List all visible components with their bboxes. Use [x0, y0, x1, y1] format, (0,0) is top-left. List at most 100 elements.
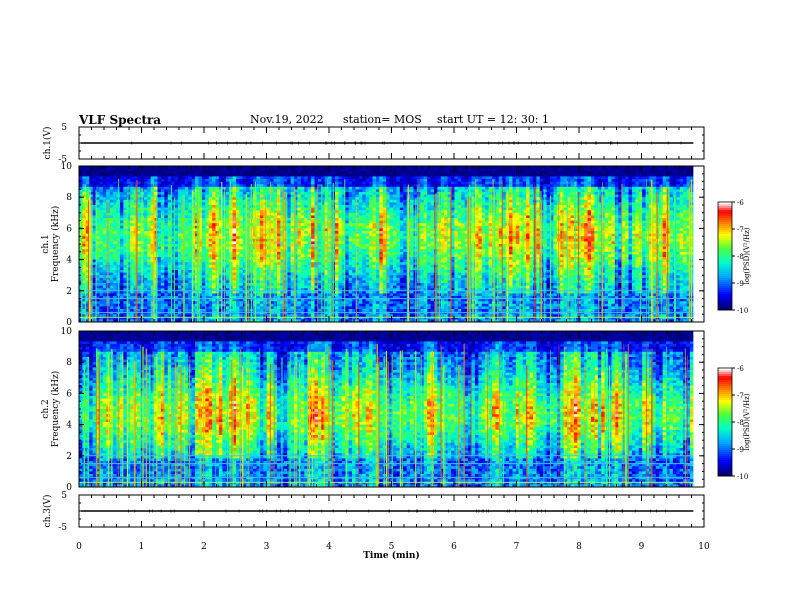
- ch1_spectrogram-pixel: [314, 171, 319, 175]
- ch1_spectrogram-pixel: [256, 236, 261, 240]
- ch1_spectrogram-pixel: [102, 207, 107, 211]
- ch1_spectrogram-pixel: [324, 210, 329, 214]
- ch1_spectrogram-pixel: [270, 228, 274, 232]
- ch1_spectrogram-pixel: [143, 264, 148, 268]
- ch1_spectrogram-pixel: [341, 270, 346, 273]
- ch1_spectrogram-pixel: [89, 194, 94, 198]
- ch1_spectrogram-pixel: [102, 272, 107, 276]
- ch1_spectrogram-pixel: [300, 309, 305, 312]
- ch1_spectrogram-pixel: [311, 254, 315, 258]
- ch1_spectrogram-pixel: [137, 309, 141, 312]
- ch1_spectrogram-pixel: [102, 264, 107, 268]
- ch1_spectrogram-pixel: [79, 210, 83, 214]
- ch1_spectrogram-pixel: [222, 181, 227, 185]
- ch1_spectrogram-pixel: [314, 205, 319, 208]
- ch1_spectrogram-pixel: [290, 251, 295, 255]
- ch1_spectrogram-pixel: [177, 314, 182, 318]
- ch1_spectrogram-pixel: [276, 207, 281, 211]
- ch1_spectrogram-pixel: [147, 231, 152, 234]
- ch1_spectrogram-pixel: [143, 194, 148, 198]
- ch1_spectrogram-pixel: [208, 225, 213, 229]
- ch1_spectrogram-pixel: [218, 244, 223, 247]
- ch1_spectrogram-pixel: [157, 283, 162, 286]
- ch1_spectrogram-pixel: [280, 223, 285, 227]
- ch1_spectrogram-pixel: [147, 181, 152, 185]
- ch1_spectrogram-pixel: [239, 231, 244, 234]
- ch1_spectrogram-pixel: [273, 231, 278, 234]
- ch1_spectrogram-pixel: [229, 189, 233, 193]
- ch1_spectrogram-pixel: [352, 186, 356, 190]
- date-label: Nov.19, 2022: [250, 113, 324, 126]
- ch1_spectrogram-pixel: [188, 316, 193, 320]
- ch1_spectrogram-pixel: [109, 285, 114, 289]
- ch1_spectrogram-pixel: [198, 309, 203, 312]
- ch1_spectrogram-pixel: [229, 303, 233, 307]
- ch1_spectrogram-pixel: [191, 270, 196, 273]
- ch1_spectrogram-pixel: [174, 264, 179, 268]
- ch1_spectrogram-pixel: [218, 262, 223, 266]
- ch1_spectrogram-pixel: [89, 168, 94, 172]
- ch1_spectrogram-pixel: [157, 202, 162, 206]
- ch1_spectrogram-pixel: [85, 267, 90, 271]
- ch1_spectrogram-pixel: [133, 296, 138, 299]
- ch1_spectrogram-pixel: [137, 296, 141, 299]
- ch1_spectrogram-pixel: [212, 173, 216, 177]
- ch1_spectrogram-pixel: [294, 173, 298, 177]
- ch1_spectrogram-pixel: [259, 251, 264, 255]
- ch1_spectrogram-pixel: [236, 184, 240, 188]
- ch1_spectrogram-pixel: [304, 277, 309, 281]
- ch1_spectrogram-pixel: [188, 290, 193, 294]
- ch1_spectrogram-pixel: [287, 173, 292, 177]
- ch1_spectrogram-pixel: [167, 293, 172, 297]
- ch1_spectrogram-pixel: [300, 186, 305, 190]
- ch1_spectrogram-pixel: [232, 236, 237, 240]
- ch1_spectrogram-pixel: [143, 275, 148, 279]
- ch1_spectrogram-pixel: [157, 275, 162, 279]
- ch1_spectrogram-pixel: [222, 179, 227, 182]
- ch1_spectrogram-pixel: [109, 218, 114, 221]
- ch1_spectrogram-pixel: [82, 225, 87, 229]
- ch1_spectrogram-pixel: [229, 194, 233, 198]
- ch1_spectrogram-pixel: [256, 306, 261, 310]
- ch1_spectrogram-pixel: [96, 184, 100, 188]
- ch1_spectrogram-pixel: [317, 171, 322, 175]
- ch1_spectrogram-pixel: [334, 225, 339, 229]
- ch1_spectrogram-pixel: [311, 189, 315, 193]
- ch1_spectrogram-pixel: [334, 236, 339, 240]
- ch1_spectrogram-pixel: [150, 233, 155, 237]
- ch1_spectrogram-pixel: [171, 194, 175, 198]
- ch1_spectrogram-pixel: [102, 197, 107, 201]
- ch1_spectrogram-pixel: [147, 293, 152, 297]
- ch1_spectrogram-pixel: [82, 272, 87, 276]
- ch1_spectrogram-pixel: [294, 184, 298, 188]
- ch1_spectrogram-pixel: [249, 173, 254, 177]
- ch1_spectrogram-pixel: [229, 173, 233, 177]
- ch1_spectrogram-pixel: [297, 189, 302, 193]
- ch1_spectrogram-pixel: [297, 275, 302, 279]
- ch1_spectrogram-pixel: [352, 314, 356, 318]
- ch1_spectrogram-pixel: [205, 316, 210, 320]
- ch1_spectrogram-pixel: [273, 228, 278, 232]
- ch1_spectrogram-pixel: [334, 298, 339, 302]
- ch1_spectrogram-pixel: [150, 176, 155, 180]
- ch1_spectrogram-pixel: [348, 223, 353, 227]
- ch1_spectrogram-pixel: [119, 259, 124, 263]
- ch1_spectrogram-pixel: [239, 296, 244, 299]
- ch1_spectrogram-pixel: [311, 197, 315, 201]
- ch1_spectrogram-pixel: [222, 173, 227, 177]
- ch1_spectrogram-pixel: [157, 181, 162, 185]
- ch1_spectrogram-pixel: [232, 298, 237, 302]
- ch1_spectrogram-pixel: [300, 192, 305, 195]
- ch1_spectrogram-pixel: [171, 192, 175, 195]
- ch1_spectrogram-pixel: [85, 270, 90, 273]
- ch1_spectrogram-pixel: [212, 244, 216, 247]
- ch1_spectrogram-pixel: [263, 272, 268, 276]
- ch1_spectrogram-pixel: [334, 306, 339, 310]
- ch1_spectrogram-pixel: [174, 184, 179, 188]
- ch1_spectrogram-pixel: [218, 220, 223, 224]
- ch1_spectrogram-pixel: [157, 293, 162, 297]
- ch1_spectrogram-pixel: [82, 316, 87, 320]
- ch1_spectrogram-pixel: [297, 228, 302, 232]
- ch1_spectrogram-pixel: [82, 186, 87, 190]
- ch1_spectrogram-pixel: [355, 233, 360, 237]
